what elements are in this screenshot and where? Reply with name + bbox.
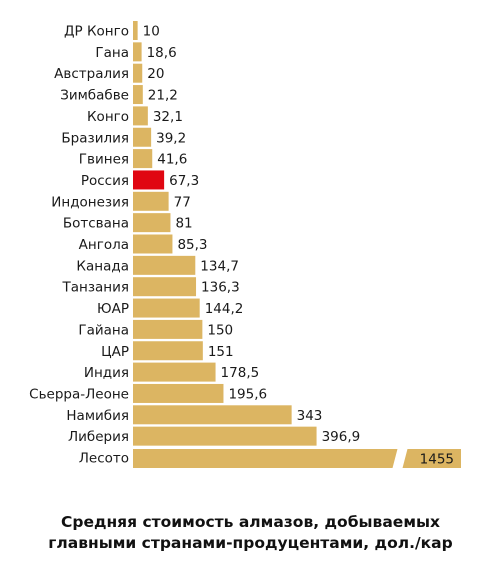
bar (133, 449, 461, 468)
value-label: 195,6 (228, 386, 267, 402)
bar (133, 63, 143, 83)
category-label: ДР Конго (64, 24, 129, 40)
category-label: Канада (76, 258, 129, 274)
value-label: 136,3 (201, 280, 240, 296)
category-label: Либерия (68, 429, 129, 445)
bar (133, 191, 169, 211)
bar (133, 127, 152, 147)
category-label: Танзания (61, 280, 129, 296)
category-label: Лесото (79, 451, 129, 467)
category-label: Ботсвана (63, 216, 129, 232)
category-label: Бразилия (61, 130, 129, 146)
bar (133, 42, 142, 62)
value-label: 134,7 (200, 258, 239, 274)
bar (133, 298, 200, 318)
category-label: ЮАР (97, 301, 129, 317)
value-label: 67,3 (169, 173, 199, 189)
category-label: Гайана (78, 322, 129, 338)
chart-title-line-1: Средняя стоимость алмазов, добываемых (60, 513, 441, 531)
category-label: Россия (81, 173, 129, 189)
category-label: Ангола (79, 237, 129, 253)
value-label: 41,6 (157, 152, 187, 168)
value-label: 32,1 (153, 109, 183, 125)
category-label: Гвинея (79, 152, 129, 168)
bar (133, 234, 173, 254)
bar (133, 319, 203, 339)
value-label: 150 (207, 322, 233, 338)
bar (133, 255, 196, 275)
value-label: 81 (175, 216, 192, 232)
value-label: 396,9 (322, 429, 361, 445)
bars (133, 21, 461, 470)
category-label: ЦАР (101, 344, 129, 360)
bar (133, 85, 143, 105)
category-label: Индия (84, 365, 129, 381)
value-label: 151 (208, 344, 234, 360)
labels: ДР Конго 10 Гана 18,6 Австралия 20 Зимбабве 21,… (29, 24, 454, 468)
bar (133, 21, 138, 40)
value-label: 20 (147, 66, 164, 82)
axis-break (392, 447, 408, 470)
value-label: 39,2 (156, 130, 186, 146)
bar (133, 383, 224, 403)
bar (133, 341, 203, 361)
value-label: 1455 (420, 452, 454, 468)
bar-chart: ДР Конго 10 Гана 18,6 Австралия 20 Зимбабве 21,… (29, 21, 461, 470)
category-label: Индонезия (51, 194, 129, 210)
value-label: 21,2 (148, 88, 178, 104)
bar (133, 213, 171, 233)
value-label: 343 (297, 408, 323, 424)
bar (133, 405, 292, 425)
category-label: Намибия (66, 408, 129, 424)
category-label: Зимбабве (60, 88, 129, 104)
value-label: 178,5 (221, 365, 260, 381)
bar (133, 149, 153, 169)
value-label: 144,2 (205, 301, 244, 317)
bar (133, 277, 197, 297)
bar (133, 170, 165, 190)
chart-title: Средняя стоимость алмазов, добываемых гл… (0, 512, 501, 554)
category-label: Гана (95, 45, 129, 61)
value-label: 10 (143, 24, 160, 40)
chart-title-line-2: главными странами-продуцентами, дол./кар (48, 534, 453, 552)
category-label: Сьерра-Леоне (29, 386, 129, 402)
value-label: 18,6 (147, 45, 177, 61)
value-label: 85,3 (177, 237, 207, 253)
bar (133, 426, 317, 446)
bar (133, 106, 148, 126)
category-label: Конго (87, 109, 129, 125)
value-label: 77 (174, 194, 191, 210)
bar (133, 362, 216, 382)
category-label: Австралия (54, 66, 129, 82)
